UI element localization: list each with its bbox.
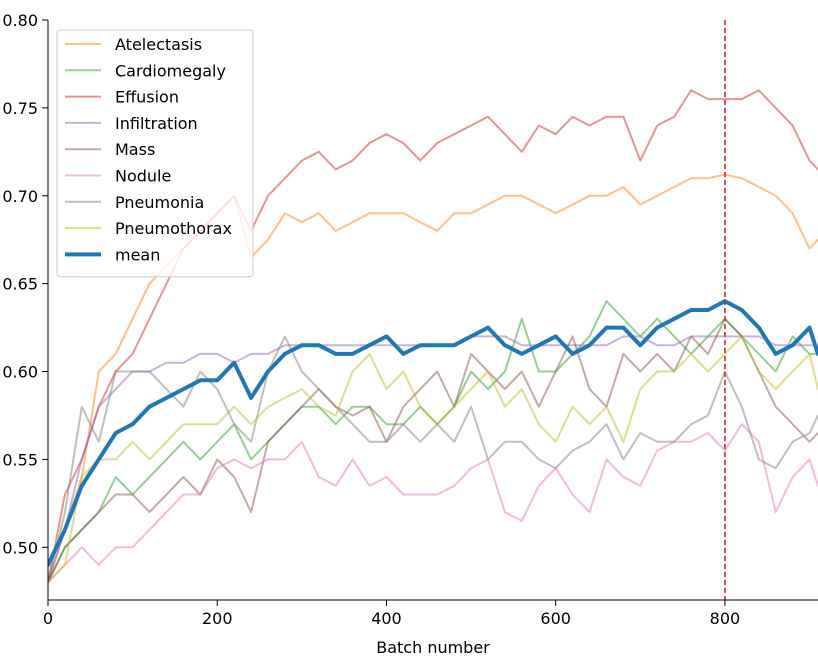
series-line-pneumothorax [48, 335, 818, 584]
y-tick-label: 0.70 [2, 187, 38, 206]
legend: Atelectasis Cardiomegaly Effusion Infiltrat… [56, 29, 254, 278]
legend-label: Mass [115, 140, 155, 159]
legend-label: Pneumothorax [115, 219, 232, 238]
legend-box [56, 29, 254, 278]
y-tick-label: 0.55 [2, 450, 38, 469]
legend-label: Nodule [115, 167, 171, 186]
y-tick-label: 0.65 [2, 275, 38, 294]
y-tick-label: 0.80 [2, 11, 38, 30]
legend-label: Effusion [115, 88, 179, 107]
series-line-mass [48, 317, 818, 584]
y-tick-label: 0.60 [2, 363, 38, 382]
x-tick-label: 800 [710, 609, 741, 628]
series-line-mean [48, 299, 818, 567]
x-tick-label: 400 [371, 609, 402, 628]
x-tick-label: 200 [202, 609, 233, 628]
legend-label: Atelectasis [115, 35, 202, 54]
y-tick-label: 0.75 [2, 99, 38, 118]
x-axis-title: Batch number [376, 638, 490, 657]
y-tick-label: 0.50 [2, 538, 38, 557]
series-line-nodule [48, 423, 818, 584]
legend-label: Cardiomegaly [115, 61, 226, 80]
legend-label: mean [115, 245, 160, 264]
legend-label: Infiltration [115, 114, 198, 133]
series-line-infiltration [48, 335, 818, 584]
legend-label: Pneumonia [115, 193, 204, 212]
x-tick-label: 600 [540, 609, 571, 628]
series-line-pneumonia [48, 335, 818, 584]
x-tick-label: 0 [43, 609, 53, 628]
axes: 0 200 400 600 800 0.50 0.55 0.60 0.65 0.70 0.75 0.8… [2, 11, 818, 628]
